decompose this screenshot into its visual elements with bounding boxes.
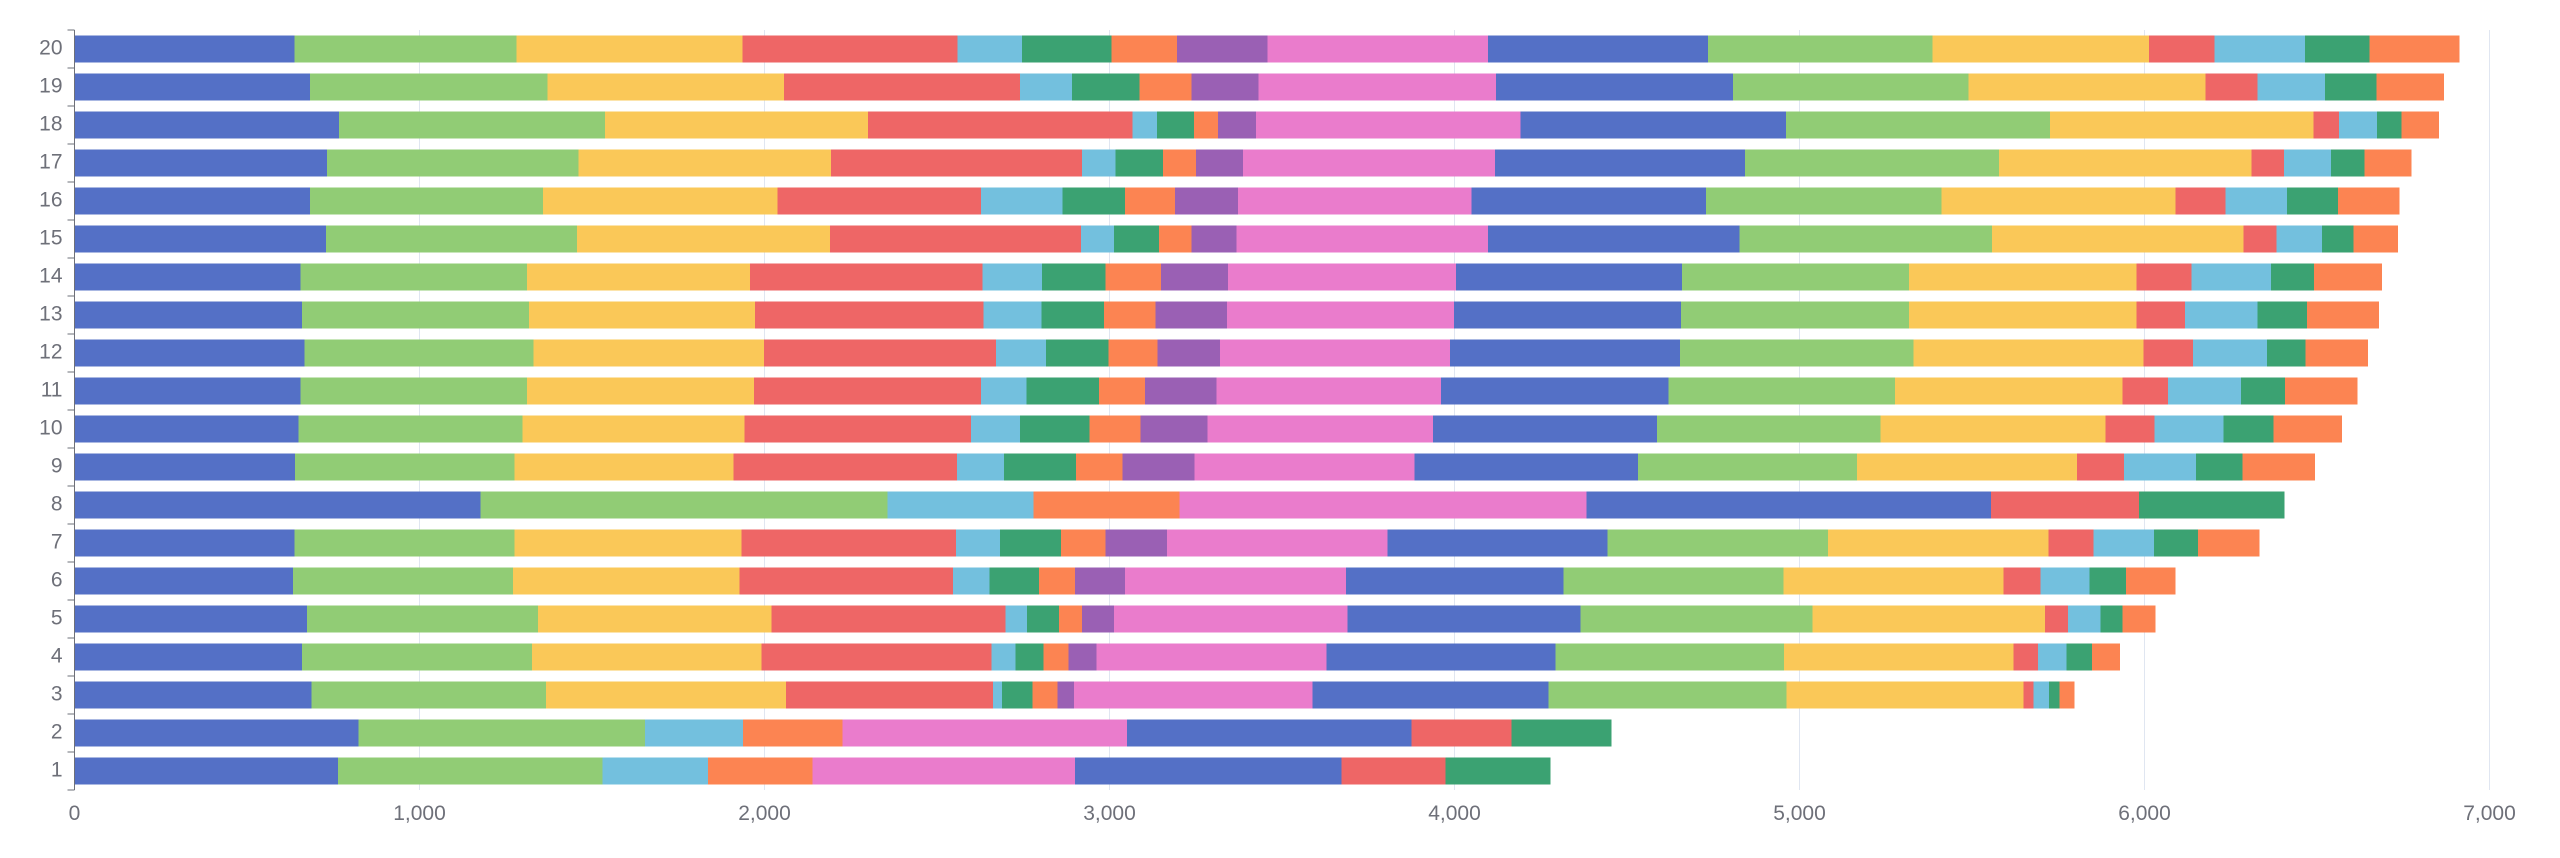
svg-text:14: 14 [39, 264, 63, 287]
svg-text:16: 16 [39, 188, 62, 211]
svg-text:19: 19 [39, 74, 62, 97]
svg-text:3,000: 3,000 [1083, 802, 1136, 825]
svg-text:6,000: 6,000 [2118, 802, 2171, 825]
svg-text:13: 13 [39, 302, 62, 325]
svg-text:15: 15 [39, 226, 62, 249]
svg-text:1: 1 [51, 758, 63, 781]
svg-text:20: 20 [39, 36, 62, 59]
svg-text:4: 4 [51, 644, 63, 667]
svg-text:4,000: 4,000 [1428, 802, 1481, 825]
svg-text:7: 7 [51, 530, 63, 553]
svg-text:17: 17 [39, 150, 62, 173]
svg-text:11: 11 [41, 378, 63, 401]
svg-text:1,000: 1,000 [393, 802, 446, 825]
svg-text:5,000: 5,000 [1773, 802, 1826, 825]
svg-text:3: 3 [51, 682, 63, 705]
svg-text:7,000: 7,000 [2463, 802, 2516, 825]
svg-text:10: 10 [39, 416, 62, 439]
svg-text:9: 9 [51, 454, 63, 477]
svg-text:2,000: 2,000 [738, 802, 791, 825]
svg-text:2: 2 [51, 720, 63, 743]
svg-text:18: 18 [39, 112, 62, 135]
svg-text:12: 12 [39, 340, 62, 363]
svg-text:5: 5 [51, 606, 63, 629]
svg-text:8: 8 [51, 492, 63, 515]
svg-text:0: 0 [69, 802, 81, 825]
svg-text:6: 6 [51, 568, 63, 591]
